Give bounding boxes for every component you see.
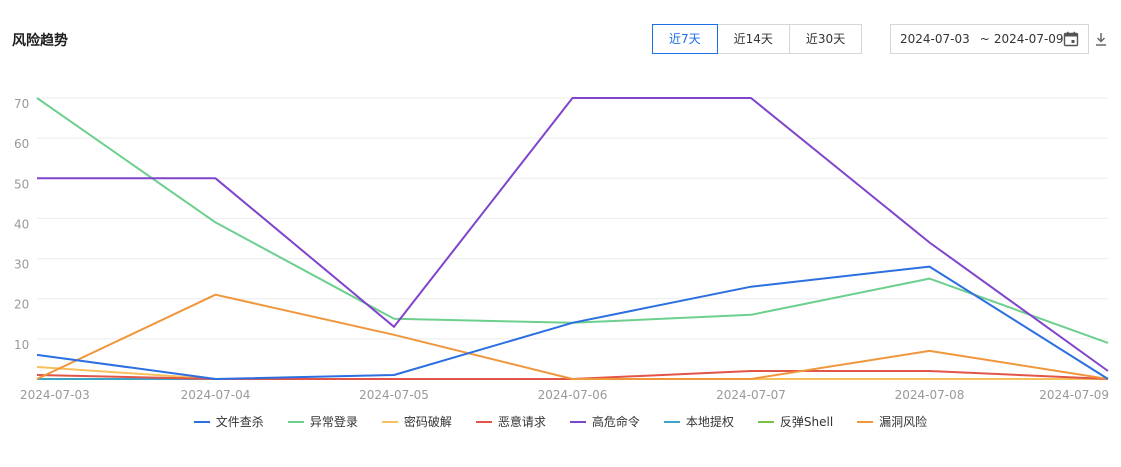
legend-item-7[interactable]: 漏洞风险 <box>857 413 927 430</box>
legend-label: 密码破解 <box>403 415 452 429</box>
legend-label: 漏洞风险 <box>879 415 928 429</box>
date-range-picker[interactable]: 2024-07-03 ~2024-07-09 <box>890 24 1089 54</box>
y-tick-label: 60 <box>14 137 29 151</box>
y-tick-label: 70 <box>14 97 29 111</box>
legend-swatch <box>857 420 874 423</box>
x-tick-label: 2024-07-09 <box>1039 388 1109 402</box>
legend-swatch <box>569 420 586 423</box>
date-start: 2024-07-03 <box>900 32 970 46</box>
x-tick-label: 2024-07-08 <box>895 388 965 402</box>
series-line-1 <box>36 97 1109 344</box>
legend-item-2[interactable]: 密码破解 <box>381 413 452 430</box>
x-tick-label: 2024-07-07 <box>716 388 786 402</box>
legend-item-0[interactable]: 文件查杀 <box>193 413 264 430</box>
series-line-3 <box>36 370 1109 380</box>
y-tick-label: 30 <box>14 258 29 272</box>
range-30d-button[interactable]: 近30天 <box>789 24 863 54</box>
x-tick-label: 2024-07-06 <box>538 388 608 402</box>
legend-item-4[interactable]: 高危命令 <box>569 413 640 430</box>
series-line-0 <box>36 265 1109 380</box>
series-line-4 <box>37 97 1109 372</box>
x-tick-label: 2024-07-03 <box>20 388 90 402</box>
range-7d-button[interactable]: 近7天 <box>652 24 718 54</box>
legend-label: 本地提权 <box>685 415 734 429</box>
date-end: 2024-07-09 <box>993 32 1064 46</box>
series-line-7 <box>36 293 1109 380</box>
x-tick-label: 2024-07-04 <box>181 388 251 402</box>
legend-item-3[interactable]: 恶意请求 <box>475 413 546 430</box>
panel-title: 风险趋势 <box>12 33 68 49</box>
y-tick-label: 10 <box>14 338 29 352</box>
legend-label: 恶意请求 <box>497 415 546 429</box>
legend-item-5[interactable]: 本地提权 <box>663 413 734 430</box>
date-separator: ~ <box>979 32 990 46</box>
legend-swatch <box>193 420 210 423</box>
legend-swatch <box>757 420 774 423</box>
legend-item-6[interactable]: 反弹Shell <box>757 413 834 430</box>
y-tick-label: 20 <box>14 298 29 312</box>
legend-swatch <box>381 420 398 423</box>
legend-swatch <box>287 420 304 423</box>
y-tick-label: 50 <box>14 177 29 191</box>
legend-swatch <box>663 420 680 423</box>
y-tick-label: 40 <box>14 217 29 231</box>
legend-swatch <box>475 420 492 423</box>
legend-label: 反弹Shell <box>779 415 834 429</box>
range-14d-button[interactable]: 近14天 <box>717 24 790 54</box>
legend-label: 文件查杀 <box>215 415 264 429</box>
range-selector: 近7天 近14天 近30天 <box>652 24 863 54</box>
chart-legend: 文件查杀 异常登录 密码破解 恶意请求 高危命令 本地提权 反弹Shell 漏洞风险 <box>0 413 1121 430</box>
calendar-icon[interactable] <box>1063 31 1079 47</box>
legend-label: 高危命令 <box>591 415 640 429</box>
legend-label: 异常登录 <box>309 415 358 429</box>
legend-item-1[interactable]: 异常登录 <box>287 413 358 430</box>
download-icon[interactable] <box>1094 31 1108 47</box>
x-tick-label: 2024-07-05 <box>359 388 429 402</box>
